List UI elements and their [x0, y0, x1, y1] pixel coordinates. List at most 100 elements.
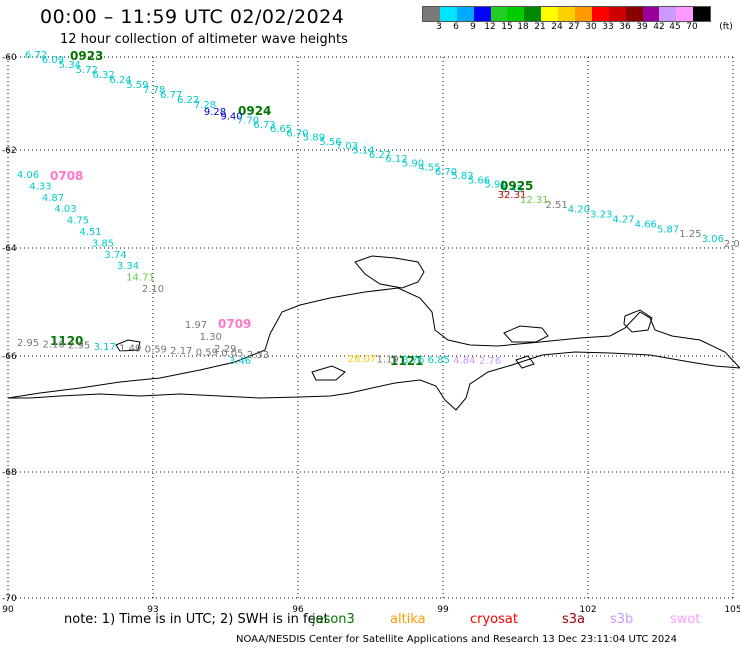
colorbar-swatch	[541, 7, 559, 21]
wave-height-value: 2.29	[214, 344, 236, 355]
colorbar-swatch	[439, 7, 457, 21]
colorbar-unit: (ft)	[719, 22, 733, 32]
wave-height-value: 3.17	[94, 342, 116, 353]
wave-height-value: 5.66	[468, 175, 490, 186]
colorbar-label: 45	[669, 22, 681, 32]
colorbar-swatch	[608, 7, 626, 21]
wave-height-value: 6.72	[25, 50, 47, 61]
wave-height-value: 4.03	[54, 204, 76, 215]
colorbar-label: 15	[501, 22, 513, 32]
satellite-legend-item: cryosat	[470, 612, 518, 627]
track-id-label: 0709	[218, 317, 251, 331]
latitude-label: -66	[2, 352, 17, 362]
wave-height-value: 2.10	[142, 284, 164, 295]
colorbar-swatch	[473, 7, 491, 21]
wave-height-value: 4.51	[79, 227, 101, 238]
wave-height-value: 3.74	[104, 250, 126, 261]
island-east-a	[503, 325, 549, 343]
wave-height-value: 32.31	[498, 190, 527, 201]
track-id-label: 0925	[500, 179, 533, 193]
coastline	[7, 255, 740, 411]
track-id-label: 0708	[50, 169, 83, 183]
wave-height-value: 4.27	[612, 215, 634, 226]
satellite-legend-item: s3a	[562, 612, 586, 627]
wave-height-value: 5.45	[501, 184, 523, 195]
colorbar-swatch	[659, 7, 677, 21]
track-id-label: 0924	[238, 104, 271, 118]
wave-height-value: 9.40	[220, 111, 242, 122]
colorbar-swatch	[456, 7, 474, 21]
colorbar-label: 33	[602, 22, 614, 32]
wave-height-value: 5.72	[76, 65, 98, 76]
wave-height-value: 6.70	[435, 167, 457, 178]
wave-height-value: 5.34	[59, 60, 81, 71]
wave-height-value: 2.95	[68, 341, 90, 352]
wave-height-value: 6.73	[253, 120, 275, 131]
colorbar-label: 6	[453, 22, 459, 32]
latitude-label: -70	[2, 594, 17, 604]
colorbar-swatch	[423, 7, 440, 21]
longitude-label: 93	[147, 605, 158, 615]
track-id-label: 1121	[390, 354, 423, 368]
wave-height-value: 7.70	[237, 116, 259, 127]
wave-height-value: 6.32	[92, 70, 114, 81]
colorbar-swatch	[676, 7, 694, 21]
colorbar-swatch	[558, 7, 576, 21]
wave-height-value: 7.03	[336, 141, 358, 152]
wave-height-value: 4.06	[17, 170, 39, 181]
colorbar-swatch	[591, 7, 609, 21]
wave-height-value: 12.31	[520, 195, 549, 206]
wave-height-value: 4.66	[635, 219, 657, 230]
satellite-legend-item: s3b	[610, 612, 634, 627]
track-id-label: 1120	[50, 334, 83, 348]
wave-height-value: 5.14	[352, 146, 374, 157]
colorbar-swatch	[575, 7, 592, 21]
colorbar-swatch	[524, 7, 542, 21]
track-id-label: 0923	[70, 49, 103, 63]
colorbar	[422, 6, 712, 22]
wave-height-value: 28.07	[348, 354, 377, 365]
wave-height-value: 1.19	[376, 354, 398, 365]
colorbar-label: 9	[470, 22, 476, 32]
latitude-label: -68	[2, 468, 17, 478]
wave-height-value: 6.12	[385, 154, 407, 165]
wave-height-value: 7.78	[143, 85, 165, 96]
wave-height-value: 6.77	[160, 90, 182, 101]
satellite-legend-item: jason3	[312, 612, 355, 627]
longitude-label: 99	[437, 605, 449, 615]
wave-height-value: 1.97	[185, 320, 207, 331]
wave-height-value: 3.85	[92, 238, 114, 249]
island-south	[311, 365, 346, 381]
colorbar-label: 30	[585, 22, 597, 32]
wave-height-value: 2.95	[17, 338, 39, 349]
colorbar-label: 21	[534, 22, 546, 32]
wave-height-value: 2.33	[247, 350, 269, 361]
wave-height-value: 0.59	[196, 347, 218, 358]
wave-height-value: 4.20	[568, 205, 590, 216]
satellite-legend-item: swot	[670, 612, 701, 627]
wave-height-value: 14.71	[126, 273, 155, 284]
wave-height-value: 3.46	[229, 356, 251, 367]
colorbar-label: 36	[619, 22, 631, 32]
wave-height-value: 3.34	[117, 261, 139, 272]
wave-height-value: 6.65	[270, 124, 292, 135]
wave-height-value: 5.59	[126, 80, 148, 91]
wave-height-value: 3.23	[590, 210, 612, 221]
wave-height-value: 5.83	[451, 171, 473, 182]
altimeter-tracks: 0923 6.726.095.345.726.326.245.597.786.77…	[17, 49, 740, 368]
colorbar-swatch	[642, 7, 660, 21]
wave-height-value: 4.55	[418, 163, 440, 174]
wave-height-value: 6.85	[428, 355, 450, 366]
wave-height-value: 3.76	[402, 355, 424, 366]
credit-line: NOAA/NESDIS Center for Satellite Applica…	[236, 634, 678, 645]
wave-height-value: 2.51	[545, 200, 567, 211]
wave-height-value: 2.17	[170, 346, 192, 357]
footnote: note: 1) Time is in UTC; 2) SWH is in fe…	[64, 612, 329, 627]
wave-height-value: 1.49	[119, 343, 141, 354]
latitude-label: -60	[2, 53, 17, 63]
coastline-main	[7, 287, 740, 411]
island-east-b	[623, 309, 653, 333]
wave-height-value: 5.87	[657, 224, 679, 235]
